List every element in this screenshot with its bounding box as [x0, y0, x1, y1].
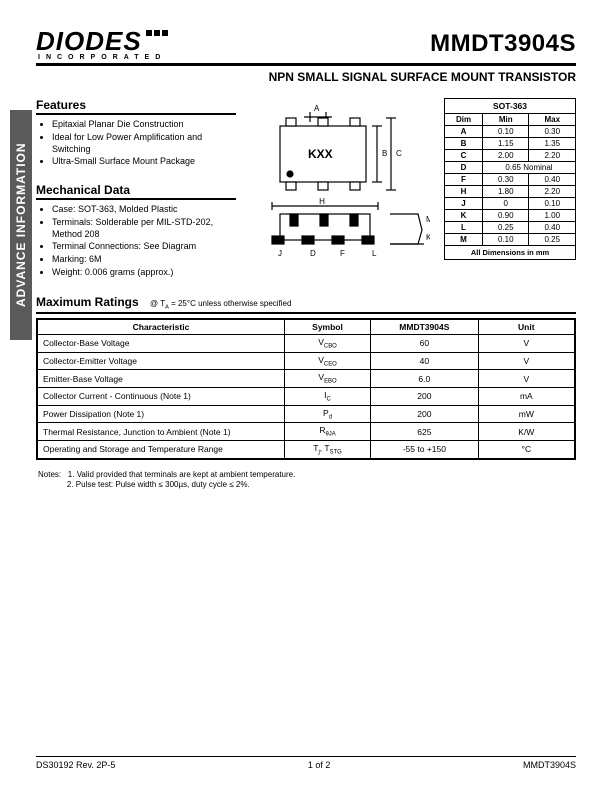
- features-list: Epitaxial Planar Die Construction Ideal …: [52, 119, 236, 168]
- note-item: 1. Valid provided that terminals are kep…: [68, 470, 296, 479]
- list-item: Epitaxial Planar Die Construction: [52, 119, 236, 131]
- table-row: C2.002.20: [445, 150, 576, 162]
- page-subtitle: NPN SMALL SIGNAL SURFACE MOUNT TRANSISTO…: [36, 70, 576, 84]
- table-row: A0.100.30: [445, 126, 576, 138]
- ratings-table: Characteristic Symbol MMDT3904S Unit Col…: [36, 318, 576, 460]
- svg-text:F: F: [340, 249, 345, 258]
- svg-text:L: L: [372, 249, 377, 258]
- svg-text:C: C: [396, 149, 402, 158]
- list-item: Terminals: Solderable per MIL-STD-202, M…: [52, 217, 236, 240]
- notes-label: Notes:: [38, 470, 61, 479]
- table-row: D0.65 Nominal: [445, 162, 576, 174]
- ratings-col-value: MMDT3904S: [371, 319, 479, 335]
- logo-name: DIODES: [36, 30, 168, 53]
- table-row: J00.10: [445, 198, 576, 210]
- list-item: Ideal for Low Power Amplification and Sw…: [52, 132, 236, 155]
- dimension-table: Dim Min Max A0.100.30B1.151.35C2.002.20D…: [444, 113, 576, 246]
- list-item: Ultra-Small Surface Mount Package: [52, 156, 236, 168]
- ratings-col-char: Characteristic: [37, 319, 284, 335]
- footer-center: 1 of 2: [308, 760, 331, 770]
- features-heading: Features: [36, 98, 236, 115]
- svg-text:H: H: [319, 197, 325, 206]
- svg-text:J: J: [278, 249, 282, 258]
- svg-text:M: M: [426, 215, 430, 224]
- footer-left: DS30192 Rev. 2P-5: [36, 760, 115, 770]
- ratings-heading: Maximum Ratings @ TA = 25°C unless other…: [36, 295, 576, 314]
- table-row: Operating and Storage and Temperature Ra…: [37, 440, 575, 458]
- list-item: Marking: 6M: [52, 254, 236, 266]
- notes-block: Notes: 1. Valid provided that terminals …: [38, 470, 576, 492]
- svg-text:B: B: [382, 149, 387, 158]
- table-row: Thermal Resistance, Junction to Ambient …: [37, 423, 575, 441]
- ratings-title-text: Maximum Ratings: [36, 295, 139, 309]
- ratings-col-unit: Unit: [478, 319, 575, 335]
- part-number: MMDT3904S: [430, 30, 576, 58]
- package-diagram: A KXX: [250, 98, 430, 279]
- svg-text:D: D: [310, 249, 316, 258]
- logo-text: DIODES: [36, 26, 142, 56]
- ratings-col-symbol: Symbol: [284, 319, 370, 335]
- list-item: Case: SOT-363, Molded Plastic: [52, 204, 236, 216]
- table-row: F0.300.40: [445, 174, 576, 186]
- table-row: Emitter-Base VoltageVEBO6.0V: [37, 370, 575, 388]
- footer-right: MMDT3904S: [523, 760, 576, 770]
- table-row: Collector-Base VoltageVCBO60V: [37, 334, 575, 352]
- dim-col-dim: Dim: [445, 114, 483, 126]
- table-row: L0.250.40: [445, 222, 576, 234]
- svg-text:A: A: [314, 104, 320, 113]
- dim-table-caption: SOT-363: [444, 98, 576, 113]
- dimension-table-container: SOT-363 Dim Min Max A0.100.30B1.151.35C2…: [444, 98, 576, 279]
- mechdata-heading: Mechanical Data: [36, 183, 236, 200]
- table-row: K0.901.00: [445, 210, 576, 222]
- header-rule: [36, 63, 576, 66]
- table-row: Collector-Emitter VoltageVCEO40V: [37, 352, 575, 370]
- dim-col-min: Min: [483, 114, 529, 126]
- table-row: B1.151.35: [445, 138, 576, 150]
- list-item: Weight: 0.006 grams (approx.): [52, 267, 236, 279]
- list-item: Terminal Connections: See Diagram: [52, 241, 236, 253]
- table-row: Collector Current - Continuous (Note 1)I…: [37, 387, 575, 405]
- dim-col-max: Max: [529, 114, 576, 126]
- table-row: Power Dissipation (Note 1)Pd200mW: [37, 405, 575, 423]
- side-tab: ADVANCE INFORMATION: [10, 110, 32, 340]
- svg-text:K: K: [426, 233, 430, 242]
- logo-subtitle: INCORPORATED: [38, 54, 166, 61]
- svg-text:KXX: KXX: [308, 147, 333, 161]
- page-footer: DS30192 Rev. 2P-5 1 of 2 MMDT3904S: [36, 756, 576, 770]
- mechdata-list: Case: SOT-363, Molded Plastic Terminals:…: [52, 204, 236, 278]
- note-item: 2. Pulse test: Pulse width ≤ 300µs, duty…: [67, 480, 250, 489]
- table-row: M0.100.25: [445, 234, 576, 246]
- logo: DIODES INCORPORATED: [36, 30, 168, 61]
- table-row: H1.802.20: [445, 186, 576, 198]
- dim-table-footer: All Dimensions in mm: [444, 246, 576, 260]
- ratings-condition: @ TA = 25°C unless otherwise specified: [150, 299, 291, 308]
